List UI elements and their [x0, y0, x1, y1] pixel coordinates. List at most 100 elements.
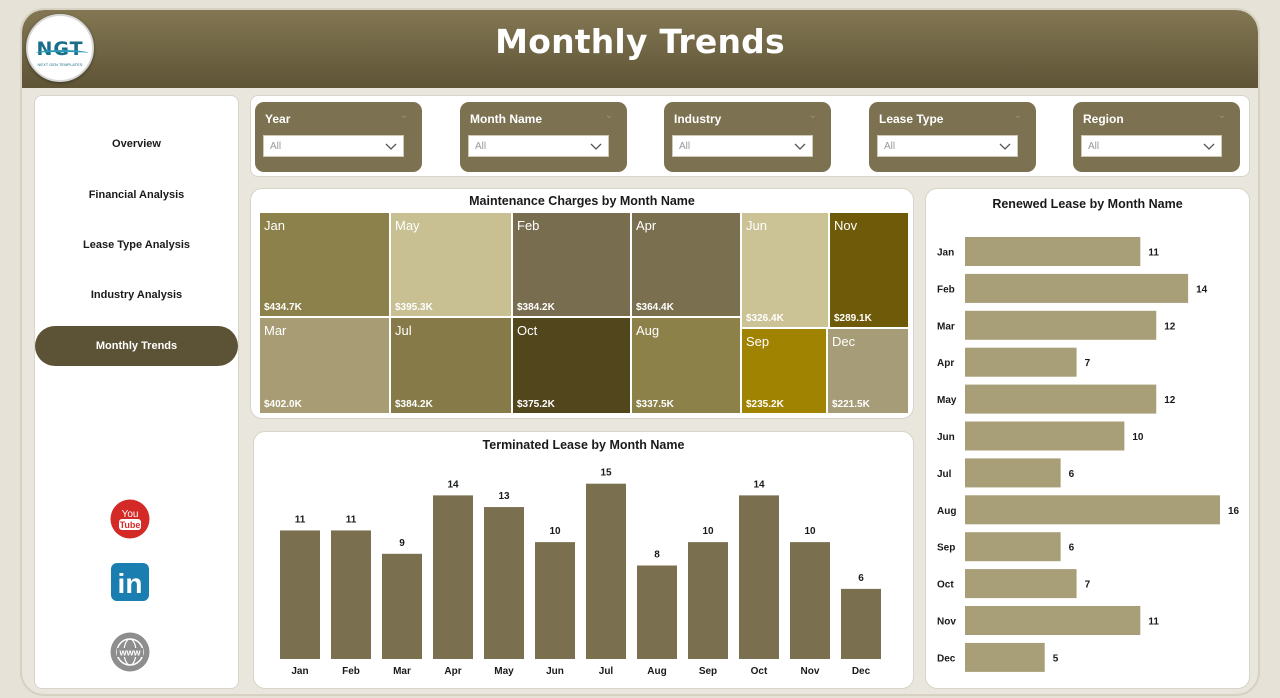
lease-type-dropdown[interactable]: All [877, 135, 1018, 157]
treemap-tile-label: Dec [832, 334, 856, 349]
bar-oct[interactable] [739, 495, 779, 659]
treemap-tile-value: $375.2K [517, 399, 555, 410]
treemap-tile-label: Nov [834, 218, 858, 233]
data-label-jul: 15 [600, 468, 612, 479]
month-name-dropdown[interactable]: All [468, 135, 609, 157]
bar-oct[interactable] [965, 569, 1077, 599]
x-tick-jan: Jan [291, 666, 308, 677]
bar-nov[interactable] [965, 606, 1141, 635]
bar-may[interactable] [484, 507, 524, 659]
treemap-tile-mar[interactable]: Mar $402.0K [259, 317, 390, 414]
x-tick-oct: Oct [751, 666, 768, 677]
terminated-lease-bar-chart: 11 Jan 11 Feb 9 Mar 14 Apr 13 May 10 Jun 15 Jul 8 Aug 10… [280, 468, 881, 677]
year-dropdown[interactable]: All [263, 135, 404, 157]
bar-jul[interactable] [586, 483, 626, 659]
terminated-chart-title: Terminated Lease by Month Name [482, 438, 685, 452]
youtube-icon[interactable]: You Tube [110, 499, 150, 539]
y-tick-mar: Mar [937, 321, 955, 332]
bar-nov[interactable] [790, 542, 830, 659]
bar-feb[interactable] [965, 273, 1189, 303]
year-slicer: Year ⌄ All [255, 102, 422, 172]
slicer-value: All [475, 141, 487, 152]
slicer-label: Year [265, 112, 291, 126]
data-label-may: 12 [1164, 395, 1176, 406]
treemap-tile-sep[interactable]: Sep $235.2K [741, 328, 827, 414]
bar-feb[interactable] [331, 530, 371, 659]
slicer-value: All [679, 141, 691, 152]
x-tick-apr: Apr [444, 666, 461, 677]
bar-mar[interactable] [382, 553, 422, 659]
bar-apr[interactable] [965, 347, 1077, 377]
bar-aug[interactable] [965, 495, 1220, 525]
slicer-label: Month Name [470, 112, 542, 126]
treemap-tile-jul[interactable]: Jul $384.2K [390, 317, 512, 414]
bar-dec[interactable] [965, 642, 1045, 672]
chevron-down-icon: ⌄ [604, 110, 613, 121]
renewed-lease-chart-panel: Renewed Lease by Month Name Jan 11 Feb 14 Ma… [925, 188, 1250, 689]
header-bar: NGT NEXT GEN TEMPLATES Monthly Trends [22, 10, 1258, 88]
page-title: Monthly Trends [495, 22, 785, 61]
website-icon[interactable]: www [110, 632, 150, 672]
treemap-tile-label: Jan [264, 218, 285, 233]
bar-jun[interactable] [965, 421, 1125, 451]
treemap-tile-jun[interactable]: Jun $326.4K [741, 212, 829, 328]
data-label-nov: 11 [1148, 617, 1159, 628]
chevron-down-icon [794, 143, 806, 150]
treemap-tile-label: Sep [746, 334, 770, 349]
chevron-down-icon [1203, 143, 1215, 150]
chevron-down-icon [590, 143, 602, 150]
renewed-lease-bar-chart: Jan 11 Feb 14 Mar 12 Apr 7 May 12 Jun 10 Jul 6 Aug 16 Se… [937, 237, 1240, 672]
bar-dec[interactable] [841, 588, 881, 659]
sidebar-item-financial-analysis[interactable]: Financial Analysis [88, 189, 185, 201]
bar-sep[interactable] [965, 532, 1061, 562]
logo-subtext: NEXT GEN TEMPLATES [37, 62, 83, 67]
bar-sep[interactable] [688, 542, 728, 659]
maintenance-charges-treemap-panel: Maintenance Charges by Month Name Jan $43… [250, 188, 914, 419]
bar-mar[interactable] [965, 310, 1157, 340]
data-label-feb: 14 [1196, 284, 1208, 295]
renewed-chart-title: Renewed Lease by Month Name [992, 197, 1183, 211]
sidebar-item-lease-type-analysis[interactable]: Lease Type Analysis [83, 239, 190, 251]
data-label-may: 13 [498, 491, 510, 502]
bar-jun[interactable] [535, 542, 575, 659]
treemap-tile-may[interactable]: May $395.3K [390, 212, 512, 317]
chevron-down-icon: ⌄ [1013, 110, 1022, 121]
treemap-tile-value: $289.1K [834, 313, 872, 324]
y-tick-oct: Oct [937, 580, 954, 591]
bar-may[interactable] [965, 384, 1157, 414]
data-label-mar: 9 [399, 538, 405, 549]
treemap-tile-nov[interactable]: Nov $289.1K [829, 212, 909, 328]
treemap-tile-value: $402.0K [264, 399, 302, 410]
treemap-tile-aug[interactable]: Aug $337.5K [631, 317, 741, 414]
y-tick-feb: Feb [937, 284, 955, 295]
data-label-mar: 12 [1164, 321, 1176, 332]
treemap-tile-jan[interactable]: Jan $434.7K [259, 212, 390, 317]
data-label-jun: 10 [549, 526, 561, 537]
bar-jan[interactable] [280, 530, 320, 659]
treemap-tile-oct[interactable]: Oct $375.2K [512, 317, 631, 414]
industry-slicer: Industry ⌄ All [664, 102, 831, 172]
bar-jan[interactable] [965, 237, 1141, 266]
linkedin-icon[interactable]: in [110, 562, 150, 602]
x-tick-feb: Feb [342, 666, 360, 677]
treemap-tile-dec[interactable]: Dec $221.5K [827, 328, 909, 414]
chevron-down-icon [385, 143, 397, 150]
slicer-label: Industry [674, 112, 722, 126]
logo-swoosh [36, 50, 88, 56]
x-tick-jun: Jun [546, 666, 564, 677]
bar-aug[interactable] [637, 565, 677, 660]
treemap-tile-feb[interactable]: Feb $384.2K [512, 212, 631, 317]
industry-dropdown[interactable]: All [672, 135, 813, 157]
y-tick-jun: Jun [937, 432, 955, 443]
region-dropdown[interactable]: All [1081, 135, 1222, 157]
y-tick-nov: Nov [937, 617, 956, 628]
y-tick-dec: Dec [937, 653, 956, 664]
sidebar-item-monthly-trends[interactable]: Monthly Trends [35, 326, 238, 366]
y-tick-may: May [937, 395, 957, 406]
treemap-tile-apr[interactable]: Apr $364.4K [631, 212, 741, 317]
slicer-value: All [270, 141, 282, 152]
bar-jul[interactable] [965, 458, 1061, 488]
bar-apr[interactable] [433, 495, 473, 659]
sidebar-item-overview[interactable]: Overview [112, 138, 161, 150]
sidebar-item-industry-analysis[interactable]: Industry Analysis [90, 289, 183, 301]
